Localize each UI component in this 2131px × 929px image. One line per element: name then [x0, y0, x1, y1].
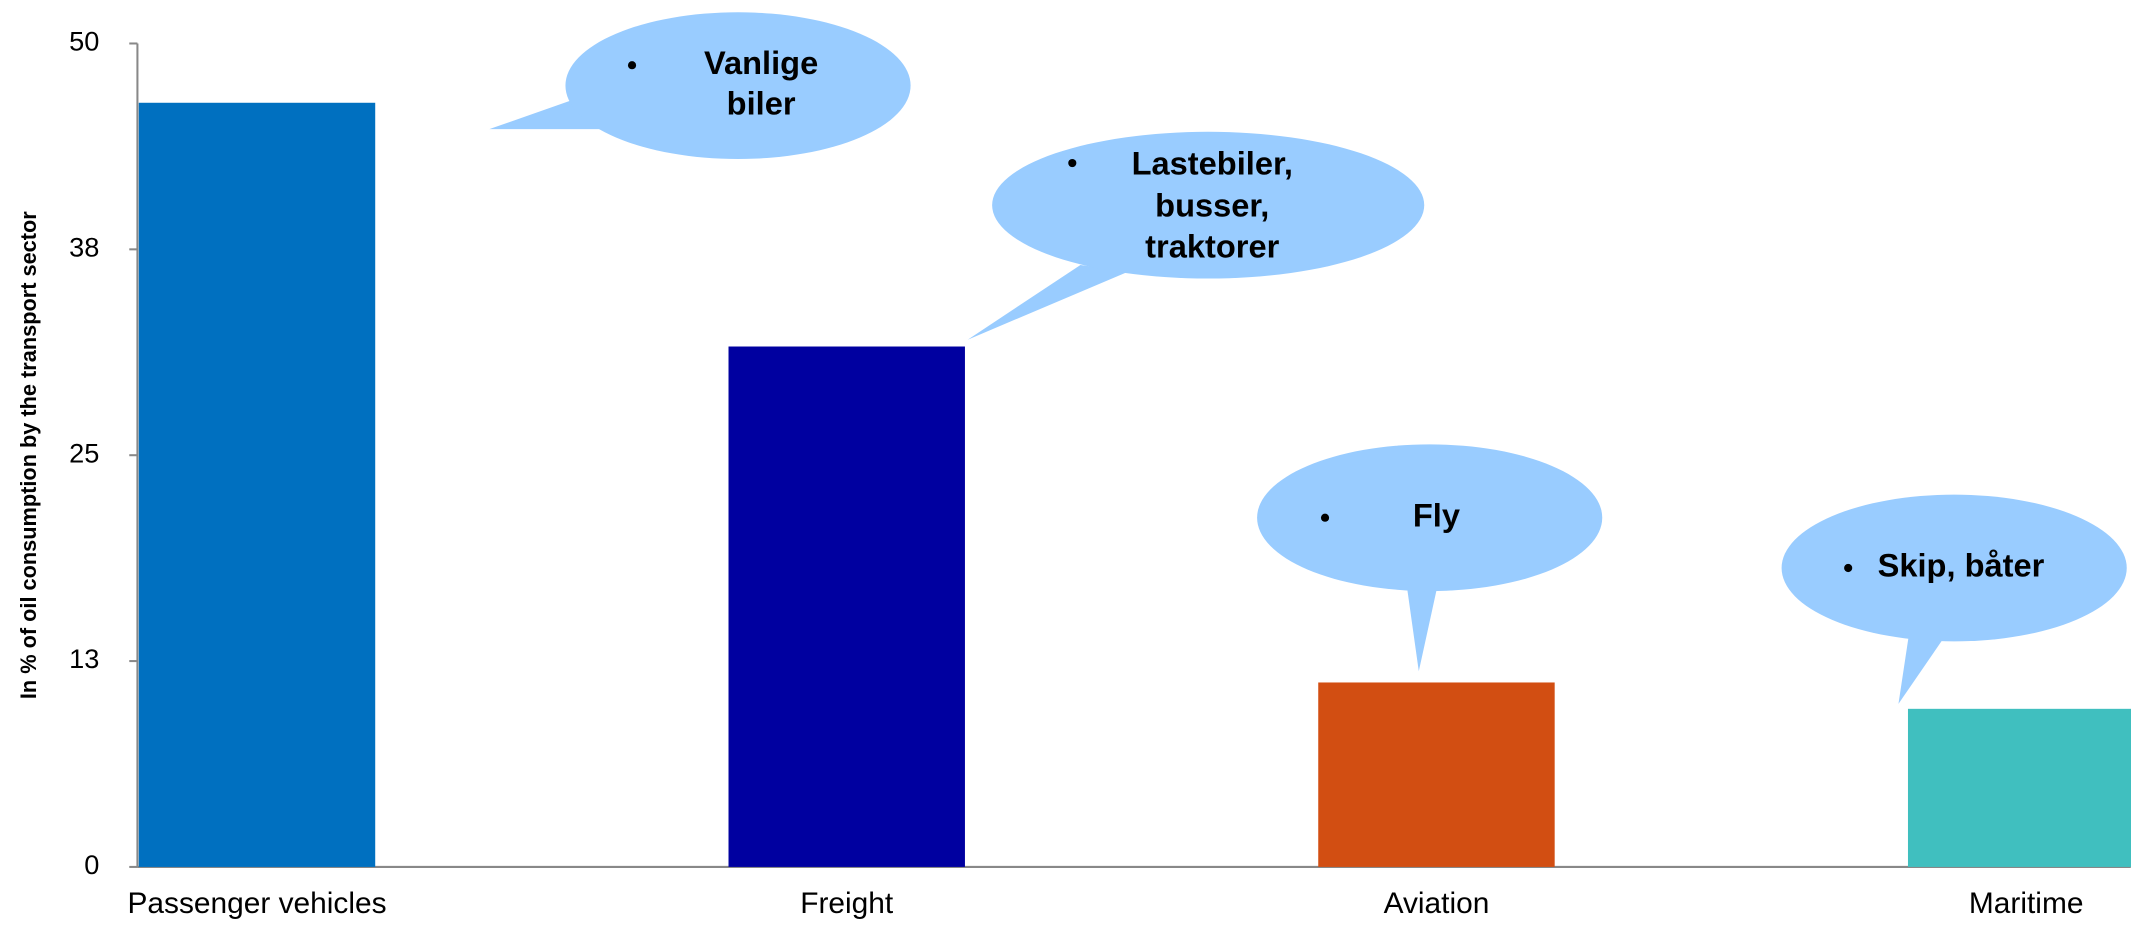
x-tick-label: Aviation — [1384, 887, 1490, 920]
callout-bubble — [1781, 494, 2127, 642]
callout-text: traktorer — [1145, 227, 1279, 264]
callout-1: Vanlige biler — [489, 12, 911, 159]
bullet — [1068, 158, 1077, 168]
callout-bubble — [1257, 444, 1603, 592]
x-tick-label: Maritime — [1969, 887, 2084, 920]
bullet — [627, 61, 637, 70]
callout-bubble — [992, 131, 1425, 279]
callout-3: Fly — [1257, 444, 1603, 672]
callout-text: Fly — [1413, 496, 1460, 533]
bar — [138, 102, 376, 867]
y-tick-label: 38 — [69, 232, 99, 263]
y-tick-label: 13 — [69, 643, 99, 674]
bar — [1318, 682, 1555, 867]
callout-text: Skip, båter — [1878, 547, 2045, 584]
x-tick-label: Freight — [800, 887, 894, 920]
y-tick-label: 25 — [69, 437, 99, 468]
bullet — [1844, 563, 1853, 573]
callout-tail — [1406, 584, 1438, 672]
callout-text: Lastebiler, — [1132, 144, 1293, 181]
callout-bubble — [565, 12, 911, 159]
callout-tail — [967, 264, 1129, 340]
callout-4: Skip, båter — [1781, 494, 2127, 704]
callout-text: biler — [727, 85, 796, 122]
callout-text: busser, — [1155, 187, 1269, 224]
y-axis-label: In % of oil consumption by the transport… — [16, 211, 41, 699]
y-tick-label: 50 — [69, 26, 99, 57]
bar — [728, 346, 965, 867]
bullet — [1320, 513, 1330, 522]
x-tick-label: Passenger vehicles — [127, 887, 386, 920]
callout-text: Vanlige — [704, 44, 818, 81]
y-tick-label: 0 — [84, 849, 99, 880]
bar — [1907, 708, 2131, 867]
callout-tail — [1898, 631, 1944, 704]
callout-2: Lastebiler, busser, traktorer — [967, 131, 1425, 340]
